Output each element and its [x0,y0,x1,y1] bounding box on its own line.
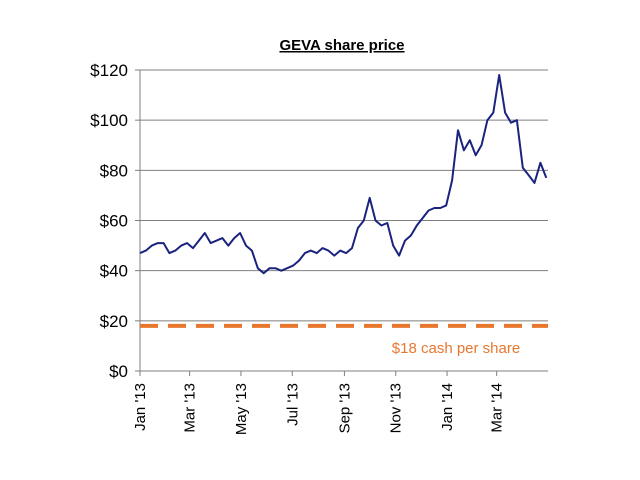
series-group [139,74,548,275]
reference-lines: $18 cash per share [140,323,548,357]
y-axis-ticks: $0 $20 $40 $60 $80 $100 $120 [90,61,140,381]
x-axis-ticks: Jan '13 Mar '13 May '13 Jul '13 Sep '13 Nov '… [132,371,506,435]
y-tick-label: $40 [100,262,128,281]
x-tick-label: Jul '13 [284,383,301,426]
axes [139,70,548,372]
gridlines [140,69,548,322]
x-tick-label: Nov '13 [388,383,405,433]
x-tick-label: Mar '14 [489,383,506,433]
x-tick-label: Mar '13 [182,383,199,433]
x-tick-label: Sep '13 [336,383,353,433]
x-tick-label: Jan '13 [132,383,149,431]
x-tick-label: May '13 [233,383,250,435]
y-tick-label: $0 [109,362,128,381]
y-tick-label: $100 [90,111,128,130]
y-tick-label: $60 [100,212,128,231]
x-tick-label: Jan '14 [439,383,456,431]
cash-per-share-label: $18 cash per share [392,340,520,357]
y-tick-label: $80 [100,161,128,180]
chart-title: GEVA share price [279,37,404,54]
price-line [139,74,548,275]
y-tick-label: $20 [100,312,128,331]
y-tick-label: $120 [90,61,128,80]
